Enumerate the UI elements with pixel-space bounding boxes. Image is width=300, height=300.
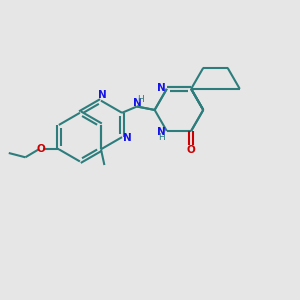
Text: N: N <box>157 83 166 93</box>
Text: N: N <box>157 127 166 137</box>
Text: N: N <box>98 91 107 100</box>
Text: H: H <box>158 133 165 142</box>
Text: N: N <box>133 98 142 107</box>
Text: H: H <box>137 94 144 103</box>
Text: O: O <box>37 144 46 154</box>
Text: O: O <box>187 146 196 155</box>
Text: N: N <box>123 133 132 143</box>
